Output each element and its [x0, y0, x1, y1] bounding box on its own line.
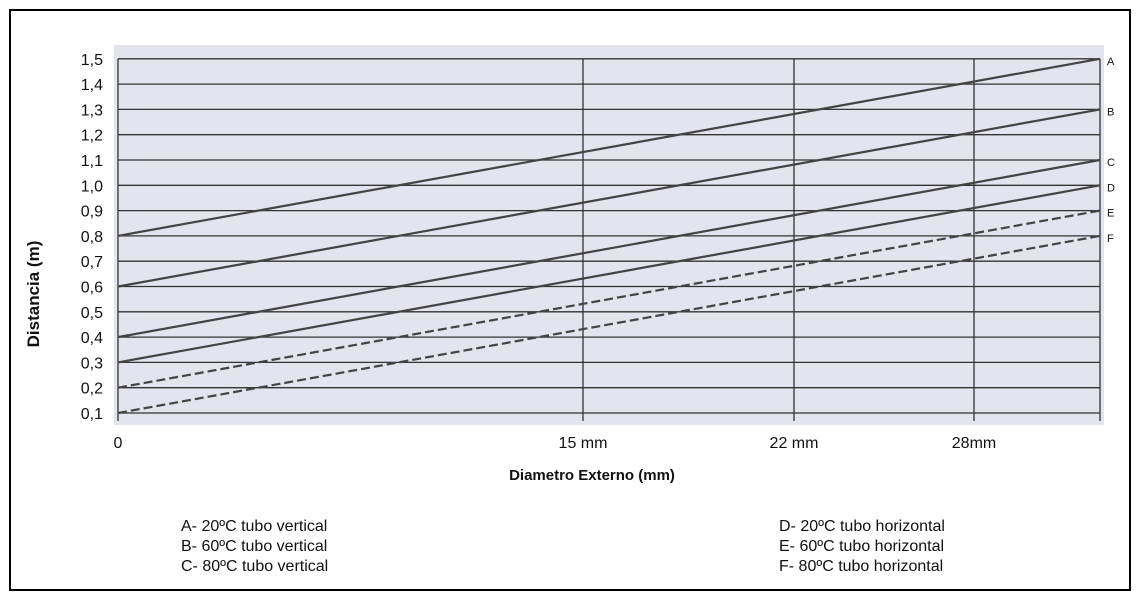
legend-item-d: D- 20ºC tubo horizontal — [779, 518, 945, 535]
y-tick-label: 0,4 — [81, 330, 103, 347]
chart-svg: 0,1 0,2 0,3 0,4 0,5 0,6 0,7 0,8 0,9 1,0 1,1 1,2 1,3 1… — [24, 45, 1115, 484]
series-line-d — [117, 184, 1101, 364]
legend-item-c: C- 80ºC tubo vertical — [181, 558, 329, 575]
y-tick-label: 0,6 — [81, 280, 103, 297]
chart-frame: 0,1 0,2 0,3 0,4 0,5 0,6 0,7 0,8 0,9 1,0 1,1 1,2 1,3 1… — [9, 9, 1131, 591]
y-tick-label: 0,7 — [81, 254, 103, 271]
legend-item-e: E- 60ºC tubo horizontal — [779, 538, 945, 555]
x-tick-label: 22 mm — [770, 435, 819, 452]
legend-item-b: B- 60ºC tubo vertical — [181, 538, 328, 555]
y-tick-label: 0,2 — [81, 381, 103, 398]
y-tick-label: 1,5 — [81, 52, 103, 69]
x-tick-label: 15 mm — [559, 435, 608, 452]
series-line-e — [117, 209, 1101, 389]
series-label-b: B — [1107, 106, 1114, 118]
y-tick-label: 0,1 — [81, 406, 103, 423]
y-tick-label: 0,8 — [81, 229, 103, 246]
series-line-a — [117, 57, 1101, 237]
series-line-b — [117, 108, 1101, 288]
x-tick-label: 0 — [114, 435, 123, 452]
series-label-a: A — [1107, 56, 1115, 68]
y-tick-label: 1,3 — [81, 102, 103, 119]
series-line-f — [117, 234, 1101, 415]
series-label-e: E — [1107, 208, 1114, 220]
x-tick-label: 28mm — [952, 435, 996, 452]
y-tick-label: 0,9 — [81, 204, 103, 221]
legend-right: D- 20ºC tubo horizontal E- 60ºC tubo hor… — [779, 517, 945, 577]
legend-item-f: F- 80ºC tubo horizontal — [779, 558, 944, 575]
y-tick-label: 1,1 — [81, 153, 103, 170]
series-line-c — [117, 158, 1101, 339]
series-label-c: C — [1107, 157, 1115, 169]
y-tick-label: 1,2 — [81, 128, 103, 145]
series-label-d: D — [1107, 182, 1115, 194]
y-axis-label: Distancia (m) — [24, 241, 43, 348]
y-tick-label: 0,3 — [81, 355, 103, 372]
y-tick-label: 1,4 — [81, 77, 103, 94]
plot-background — [114, 45, 1104, 425]
x-axis-label: Diametro Externo (mm) — [509, 467, 675, 484]
series-label-f: F — [1107, 233, 1114, 245]
y-tick-label: 0,5 — [81, 305, 103, 322]
y-tick-label: 1,0 — [81, 178, 103, 195]
legend-item-a: A- 20ºC tubo vertical — [181, 518, 328, 535]
legend-left: A- 20ºC tubo vertical B- 60ºC tubo verti… — [181, 517, 328, 577]
